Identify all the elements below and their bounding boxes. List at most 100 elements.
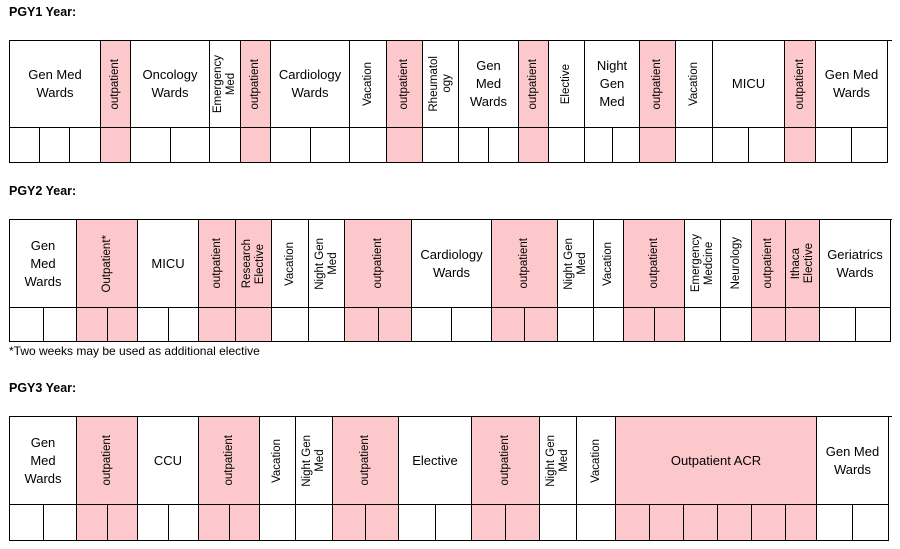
pgy2-week-cell (786, 308, 820, 342)
pgy3-week-cell (650, 505, 684, 541)
pgy3-week-cell (684, 505, 718, 541)
pgy2-week-cell (77, 308, 108, 342)
pgy2-week-cell (199, 308, 236, 342)
pgy3-block: outpatient (77, 417, 138, 505)
pgy3-block-label: outpatient (100, 435, 113, 486)
pgy1-block: Rheumatol ogy (423, 41, 459, 128)
pgy1-block: Vacation (676, 41, 713, 128)
pgy3-block-label: Night Gen Med (301, 434, 326, 487)
pgy2-block-label: outpatient (647, 238, 660, 289)
pgy2-week-cell (169, 308, 199, 342)
pgy1-block: Oncology Wards (131, 41, 210, 128)
pgy1-week-cell (785, 128, 816, 163)
pgy1-schedule: Gen Med Wards outpatient Oncology Wards Eme… (9, 40, 892, 163)
pgy2-block: Research Elective (236, 220, 272, 308)
pgy1-block-label: MICU (731, 76, 766, 91)
pgy2-block: Emergency Medcine (685, 220, 721, 308)
pgy1-week-cell (210, 128, 241, 163)
pgy1-week-cell (585, 128, 613, 163)
pgy2-week-cell (138, 308, 169, 342)
pgy1-block: outpatient (519, 41, 549, 128)
pgy1-block: Vacation (350, 41, 387, 128)
pgy3-block-label: Elective (412, 452, 458, 468)
pgy2-block-label: outpatient (371, 238, 384, 289)
pgy2-block: Gen Med Wards (10, 220, 77, 308)
pgy1-week-cell (713, 128, 749, 163)
pgy3-week-cell (786, 505, 817, 541)
pgy2-week-cell (10, 308, 44, 342)
pgy3-block: outpatient (333, 417, 399, 505)
pgy2-block: outpatient (492, 220, 558, 308)
pgy2-week-cell (309, 308, 345, 342)
pgy3-week-cell (199, 505, 230, 541)
pgy1-block-label: Gen Med Wards (824, 67, 879, 100)
pgy3-block-label: Gen Med Wards (825, 443, 880, 477)
pgy2-footnote: *Two weeks may be used as additional ele… (9, 344, 260, 358)
pgy2-block-label: Night Gen Med (562, 237, 588, 290)
pgy2-block-label: Outpatient* (100, 234, 113, 293)
pgy1-block: MICU (713, 41, 785, 128)
pgy2-week-cell (412, 308, 452, 342)
pgy3-block: Outpatient ACR (616, 417, 817, 505)
pgy1-block: Cardiology Wards (271, 41, 350, 128)
pgy1-week-cell (101, 128, 131, 163)
pgy2-week-cell (624, 308, 655, 342)
pgy1-week-cell (311, 128, 350, 163)
pgy1-block-label: outpatient (527, 58, 539, 110)
pgy3-week-cell (718, 505, 752, 541)
pgy3-week-cell (853, 505, 889, 541)
pgy2-block-label: Ithaca Elective (789, 243, 815, 284)
pgy2-week-cell (721, 308, 752, 342)
pgy1-block-label: Night Gen Med (596, 58, 628, 109)
pgy2-block-label: Vacation (602, 241, 614, 286)
pgy1-block-label: outpatient (398, 58, 410, 110)
pgy3-block: Gen Med Wards (817, 417, 889, 505)
pgy2-block: Neurology (721, 220, 752, 308)
pgy1-block-label: outpatient (793, 58, 806, 110)
pgy2-block: Cardiology Wards (412, 220, 492, 308)
pgy2-week-cell (525, 308, 558, 342)
pgy3-week-cell (333, 505, 366, 541)
pgy2-schedule: Gen Med Wards Outpatient* MICU outpatient Re… (9, 219, 892, 342)
pgy3-week-cell (817, 505, 853, 541)
pgy1-block-label: Vacation (361, 62, 374, 106)
pgy2-week-cell (594, 308, 624, 342)
pgy3-block: Night Gen Med (540, 417, 577, 505)
pgy1-block: Night Gen Med (585, 41, 640, 128)
pgy1-week-cell (852, 128, 888, 163)
pgy1-block-label: Gen Med Wards (469, 58, 508, 109)
pgy1-block-label: Gen Med Wards (28, 67, 82, 100)
pgy3-block: Vacation (260, 417, 296, 505)
pgy3-week-cell (506, 505, 540, 541)
pgy1-block-label: Rheumatol ogy (427, 56, 453, 112)
pgy3-week-cell (540, 505, 577, 541)
pgy1-week-cell (459, 128, 489, 163)
pgy2-block: outpatient (199, 220, 236, 308)
pgy3-block: Night Gen Med (296, 417, 333, 505)
pgy2-week-cell (44, 308, 77, 342)
pgy2-week-cell (236, 308, 272, 342)
pgy2-block: outpatient (752, 220, 786, 308)
pgy2-week-cell (820, 308, 856, 342)
pgy2-block-label: outpatient (762, 238, 774, 289)
pgy3-week-cell (108, 505, 138, 541)
pgy3-week-cell (169, 505, 199, 541)
pgy2-block-label: Neurology (729, 237, 742, 290)
pgy1-block-label: outpatient (109, 58, 121, 110)
pgy1-block: Gen Med Wards (459, 41, 519, 128)
pgy1-week-cell (350, 128, 387, 163)
pgy3-week-cell (10, 505, 44, 541)
pgy3-block-label: Vacation (271, 438, 283, 483)
pgy3-week-cell (296, 505, 333, 541)
pgy1-week-cell (10, 128, 40, 163)
pgy2-block: Vacation (272, 220, 309, 308)
pgy2-block: outpatient (624, 220, 685, 308)
pgy2-block-label: Vacation (283, 241, 296, 286)
pgy1-block: Emergency Med (210, 41, 241, 128)
pgy1-heading: PGY1 Year: (9, 5, 77, 19)
pgy1-week-cell (549, 128, 585, 163)
pgy1-block: Gen Med Wards (10, 41, 101, 128)
pgy2-week-cell (492, 308, 525, 342)
pgy2-week-cell (752, 308, 786, 342)
pgy1-week-cell (613, 128, 640, 163)
